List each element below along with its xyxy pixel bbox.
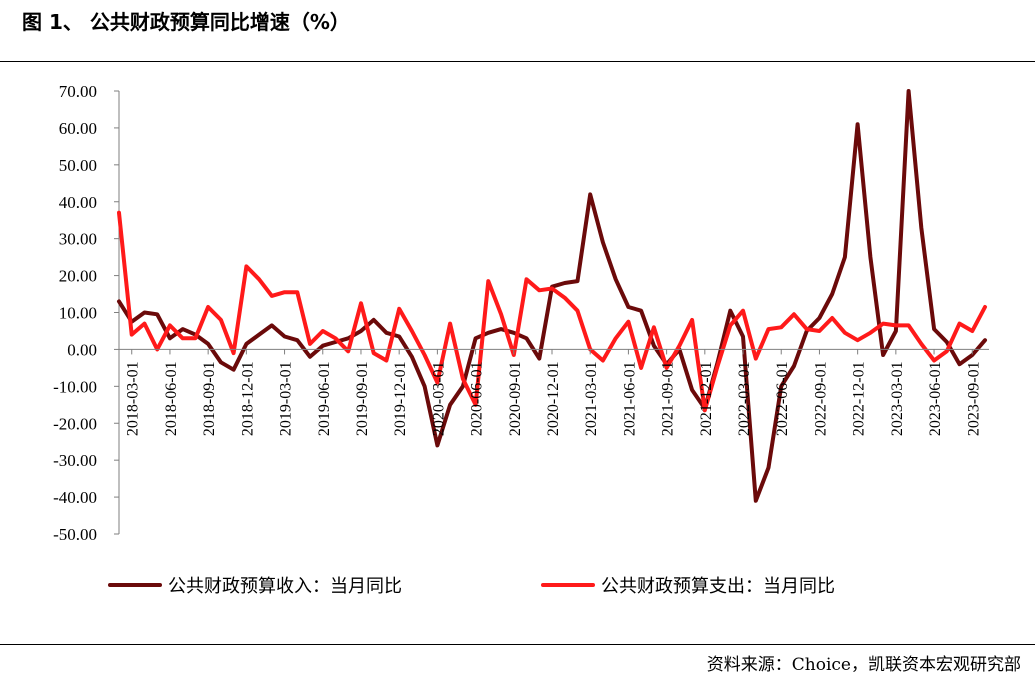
x-tick-label: 2023-03-01	[889, 361, 906, 436]
x-tick-label: 2021-06-01	[621, 361, 638, 436]
x-tick-label: 2022-09-01	[812, 361, 829, 436]
x-tick-label: 2019-12-01	[392, 361, 409, 436]
legend-label-revenue: 公共财政预算收入：当月同比	[168, 576, 402, 597]
y-tick-label: -30.00	[53, 451, 97, 470]
x-tick-label: 2019-03-01	[278, 361, 295, 436]
x-tick-label: 2019-09-01	[354, 361, 371, 436]
x-tick-label: 2018-06-01	[163, 361, 180, 436]
x-tick-label: 2018-09-01	[201, 361, 218, 436]
y-tick-label: 50.00	[59, 156, 97, 175]
y-tick-label: -40.00	[53, 488, 97, 507]
y-tick-label: -50.00	[53, 525, 97, 544]
x-tick-label: 2021-12-01	[698, 361, 715, 436]
x-tick-label: 2019-06-01	[316, 361, 333, 436]
y-tick-label: 30.00	[59, 230, 97, 249]
source-note: 资料来源：Choice，凯联资本宏观研究部	[706, 655, 1021, 675]
chart-title: 图 1、 公共财政预算同比增速（%）	[22, 10, 350, 34]
x-tick-label: 2020-06-01	[469, 361, 486, 436]
x-tick-label: 2023-06-01	[927, 361, 944, 436]
y-tick-label: -20.00	[53, 414, 97, 433]
y-tick-label: 70.00	[59, 82, 97, 101]
top-rule	[0, 61, 1035, 62]
y-tick-label: 0.00	[67, 340, 97, 359]
x-tick-label: 2020-03-01	[430, 361, 447, 436]
x-tick-label: 2018-12-01	[239, 361, 256, 436]
y-tick-label: -10.00	[53, 377, 97, 396]
y-tick-label: 40.00	[59, 193, 97, 212]
x-tick-label: 2021-03-01	[583, 361, 600, 436]
bottom-rule	[0, 644, 1035, 645]
y-tick-label: 20.00	[59, 267, 97, 286]
x-tick-label: 2018-03-01	[125, 361, 142, 436]
x-tick-label: 2020-09-01	[507, 361, 524, 436]
y-tick-label: 60.00	[59, 119, 97, 138]
series-line-expenditure	[117, 210, 987, 413]
series-lines	[117, 89, 987, 503]
legend-label-expenditure: 公共财政预算支出：当月同比	[601, 576, 835, 597]
x-tick-label: 2022-03-01	[736, 361, 753, 436]
x-axis: 2018-03-01 2018-06-01 2018-09-01 2018-12-01…	[119, 348, 989, 436]
x-tick-label: 2022-12-01	[851, 361, 868, 436]
x-tick-label: 2023-09-01	[965, 361, 982, 436]
series-line-revenue	[117, 89, 987, 503]
x-tick-label: 2020-12-01	[545, 361, 562, 436]
y-axis: 70.00 60.00 50.00 40.00 30.00 20.00 10.00 0.00 -…	[53, 82, 120, 544]
x-tick-label: 2022-06-01	[774, 361, 791, 436]
x-tick-label: 2021-09-01	[660, 361, 677, 436]
legend: 公共财政预算收入：当月同比 公共财政预算支出：当月同比	[108, 576, 835, 597]
line-chart: 70.00 60.00 50.00 40.00 30.00 20.00 10.00 0.00 -…	[53, 82, 989, 597]
y-tick-label: 10.00	[59, 304, 97, 323]
